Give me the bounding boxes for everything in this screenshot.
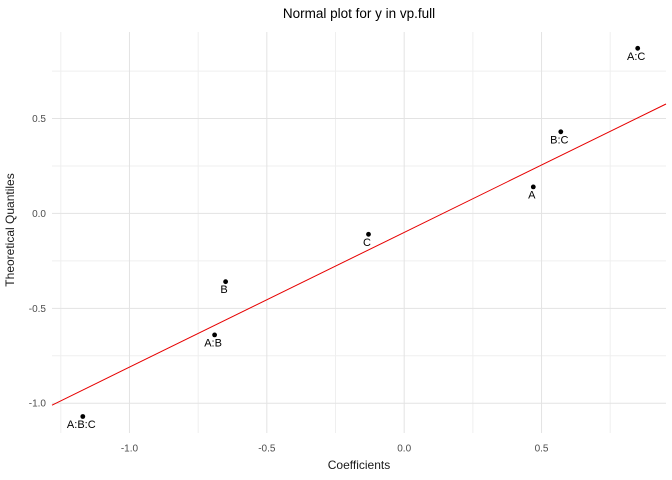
- x-axis-title: Coefficients: [328, 458, 390, 472]
- data-point: [80, 414, 86, 419]
- point-label: C: [363, 237, 371, 249]
- point-label: A:C: [627, 51, 645, 63]
- point-label: B:C: [550, 134, 568, 146]
- point-label: A:B: [204, 337, 222, 349]
- y-axis-title: Theoretical Quantiles: [3, 173, 17, 286]
- data-point: [635, 45, 641, 51]
- data-point: [530, 184, 536, 190]
- x-tick-label: 0.5: [535, 444, 549, 455]
- y-tick-label: -0.5: [29, 304, 47, 315]
- x-tick-label: -0.5: [258, 444, 276, 455]
- point-label: B: [220, 284, 227, 296]
- point-label: A:B:C: [67, 419, 96, 431]
- tick-labels-layer: -1.0 -0.5 0.0 0.5 0.5 0.0 -0.5 -1.0: [29, 114, 549, 454]
- data-point: [558, 129, 564, 135]
- y-tick-label: 0.5: [32, 114, 46, 125]
- reference-line-layer: [51, 103, 667, 406]
- data-point: [223, 279, 229, 285]
- x-tick-label: -1.0: [121, 444, 139, 455]
- points-layer: A:B:C A:B B C A B:C A:C: [67, 45, 645, 431]
- chart-title: Normal plot for y in vp.full: [283, 6, 435, 21]
- y-tick-label: 0.0: [32, 209, 46, 220]
- point-label: A: [528, 189, 536, 201]
- x-tick-label: 0.0: [397, 444, 411, 455]
- data-point: [212, 332, 218, 338]
- y-tick-label: -1.0: [29, 399, 47, 410]
- grid-layer: [52, 32, 666, 433]
- qq-reference-line: [51, 103, 667, 406]
- data-point: [366, 231, 371, 237]
